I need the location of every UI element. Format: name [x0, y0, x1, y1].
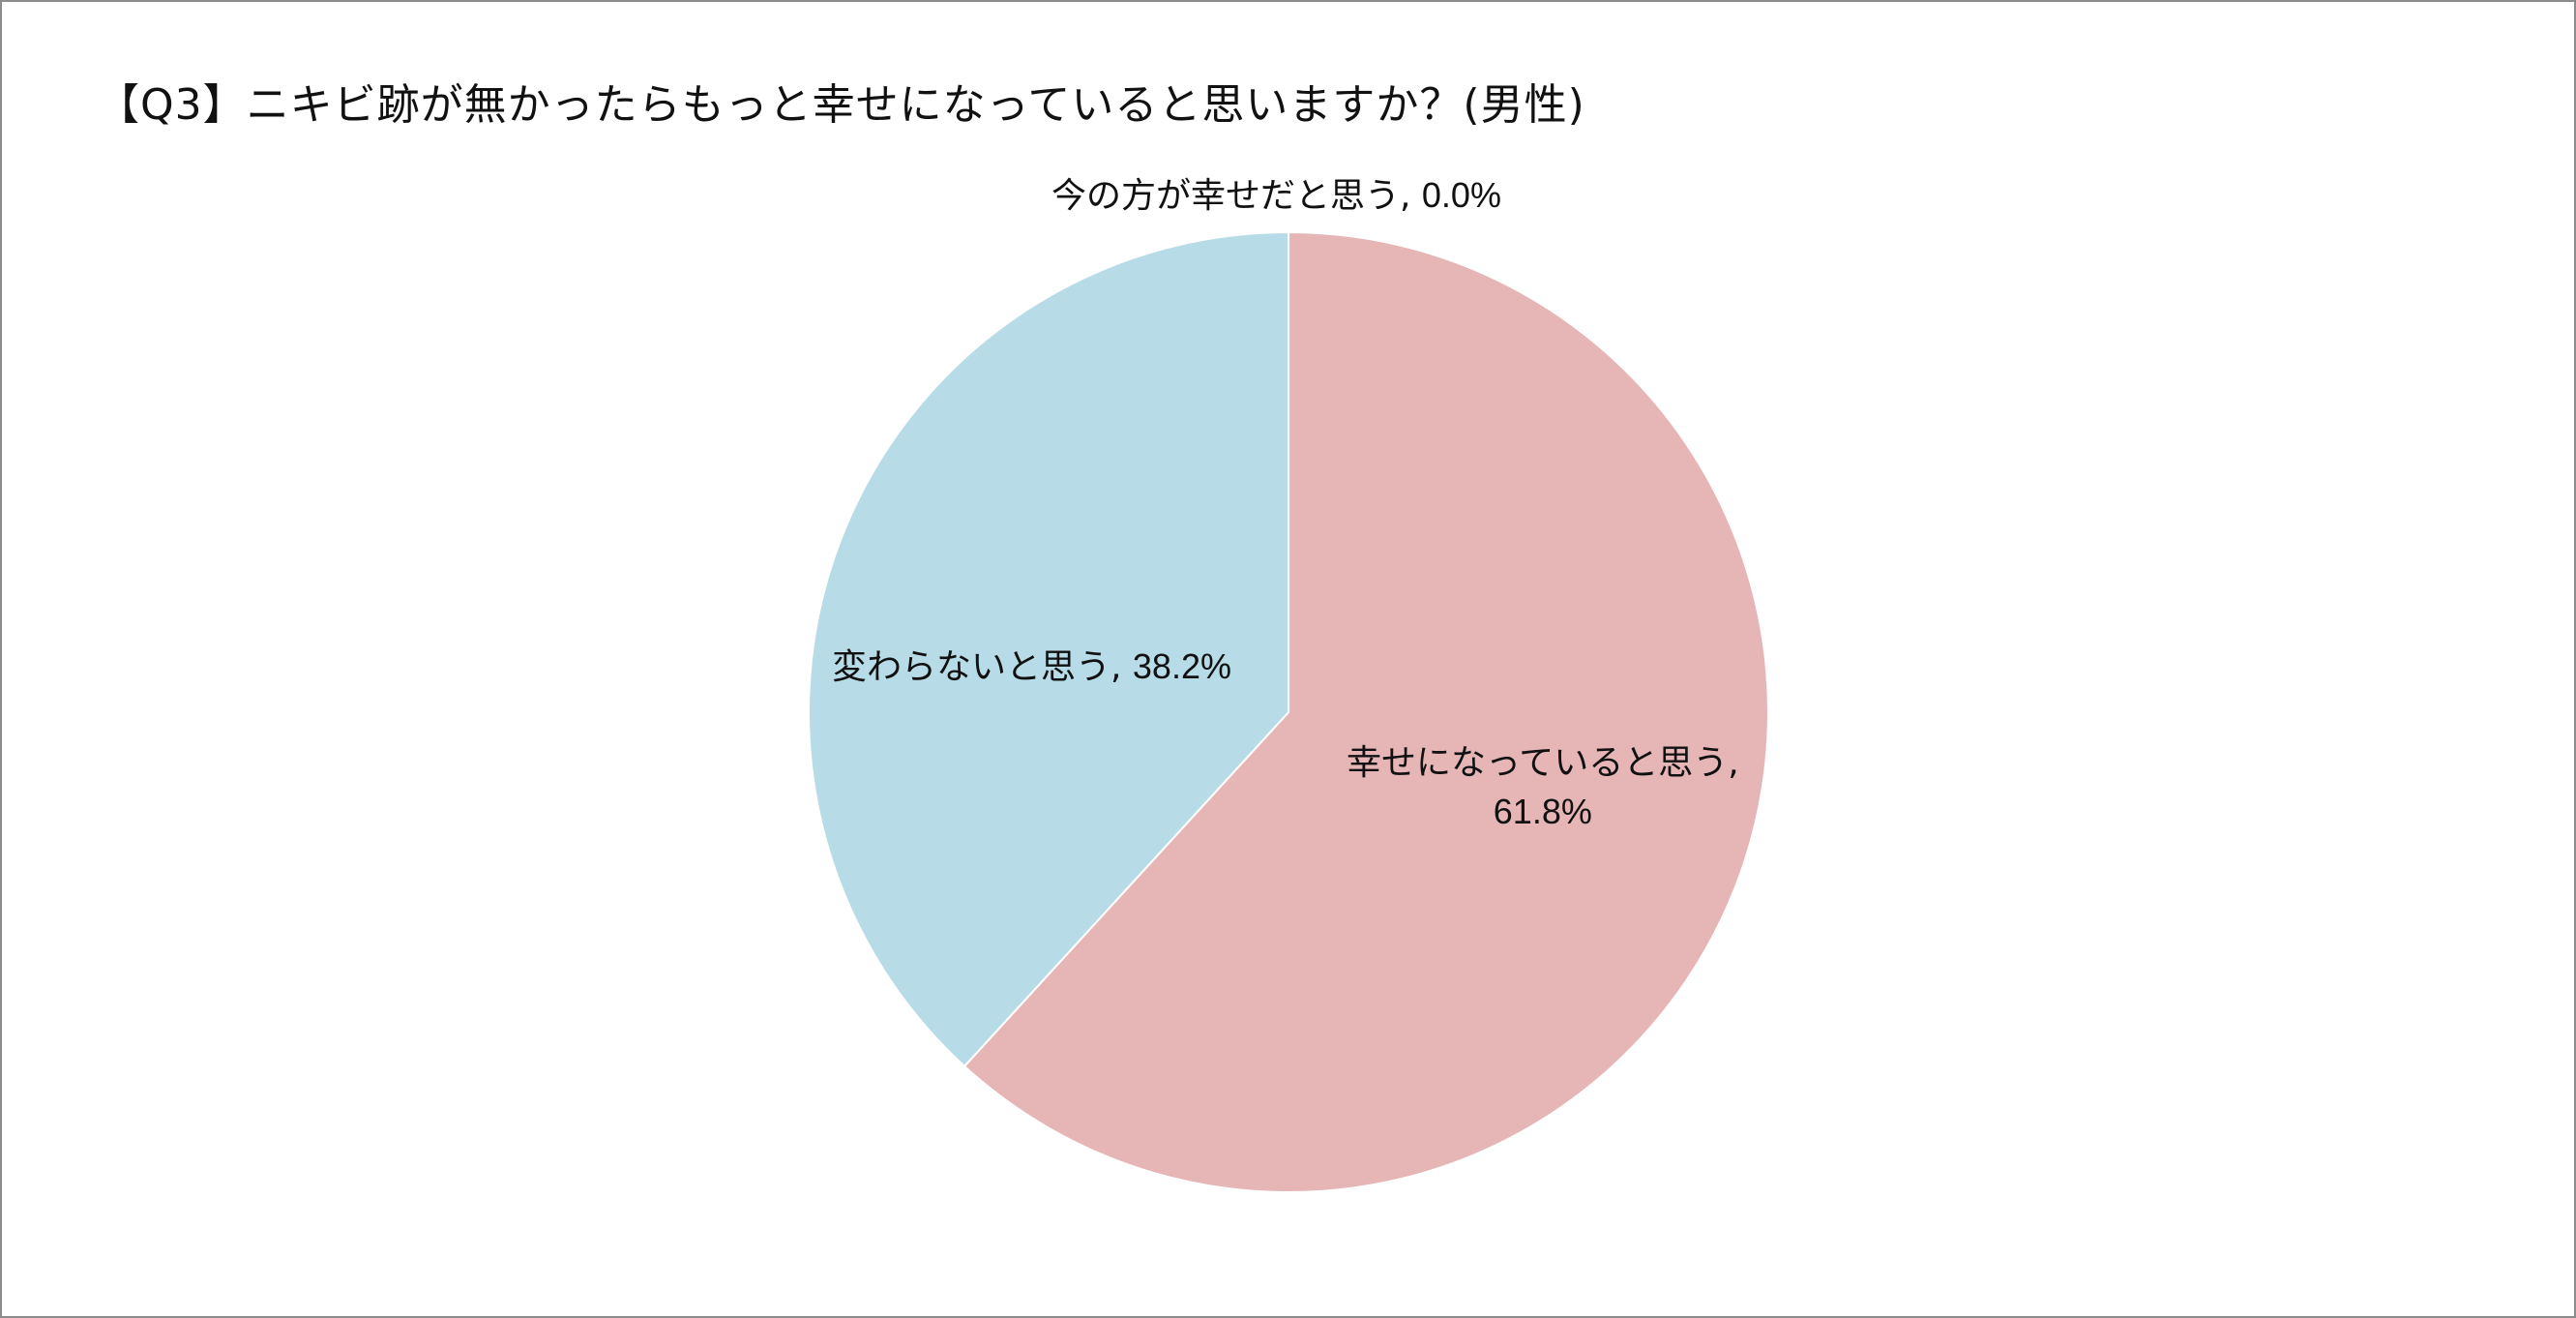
data-label-value: 0.0% — [1421, 175, 1501, 215]
pie-slice-would-be-happier — [962, 230, 1769, 1193]
data-label-value: 38.2% — [1132, 646, 1231, 686]
data-label-category: 変わらないと思う — [832, 647, 1111, 687]
data-label-category: 幸せになっていると思う — [1347, 743, 1729, 783]
pie-slice-no-change — [808, 230, 1289, 1068]
chart-title: 【Q3】ニキビ跡が無かったらもっと幸せになっていると思いますか？(男性) — [97, 80, 1585, 130]
data-label-value: 61.8% — [1493, 792, 1592, 831]
data-label-would-be-happier: 幸せになっていると思う, 61.8% — [1347, 743, 1739, 831]
data-label-now-happier: 今の方が幸せだと思う, 0.0% — [1051, 175, 1501, 216]
data-label-category: 今の方が幸せだと思う — [1051, 176, 1401, 216]
data-label-no-change: 変わらないと思う, 38.2% — [832, 646, 1231, 687]
